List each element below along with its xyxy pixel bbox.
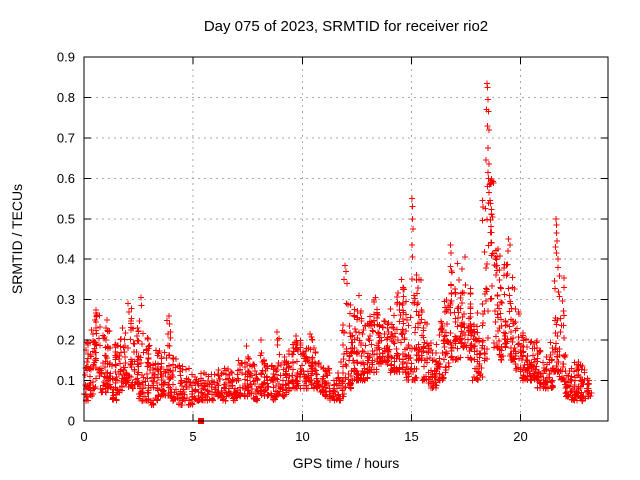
y-tick-label: 0.4 — [57, 252, 75, 267]
x-tick-label: 10 — [295, 429, 309, 444]
y-tick-label: 0.3 — [57, 292, 75, 307]
plot-frame — [83, 56, 609, 422]
y-tick-label: 0.5 — [57, 212, 75, 227]
x-tick-label: 0 — [80, 429, 87, 444]
data-points-series — [81, 80, 595, 408]
x-tick-label: 5 — [189, 429, 196, 444]
y-tick-label: 0.1 — [57, 373, 75, 388]
x-tick-label: 20 — [513, 429, 527, 444]
chart-title: Day 075 of 2023, SRMTID for receiver rio… — [203, 18, 489, 35]
x-axis-label: GPS time / hours — [292, 455, 400, 471]
y-tick-label: 0.7 — [57, 131, 75, 146]
y-tick-label: 0.2 — [57, 333, 75, 348]
y-tick-label: 0.9 — [57, 50, 75, 65]
y-tick-label: 0 — [68, 414, 75, 429]
x-tick-label: 15 — [404, 429, 418, 444]
y-tick-label: 0.6 — [57, 171, 75, 186]
y-tick-label: 0.8 — [57, 90, 75, 105]
y-axis-label: SRMTID / TECUs — [9, 183, 25, 295]
